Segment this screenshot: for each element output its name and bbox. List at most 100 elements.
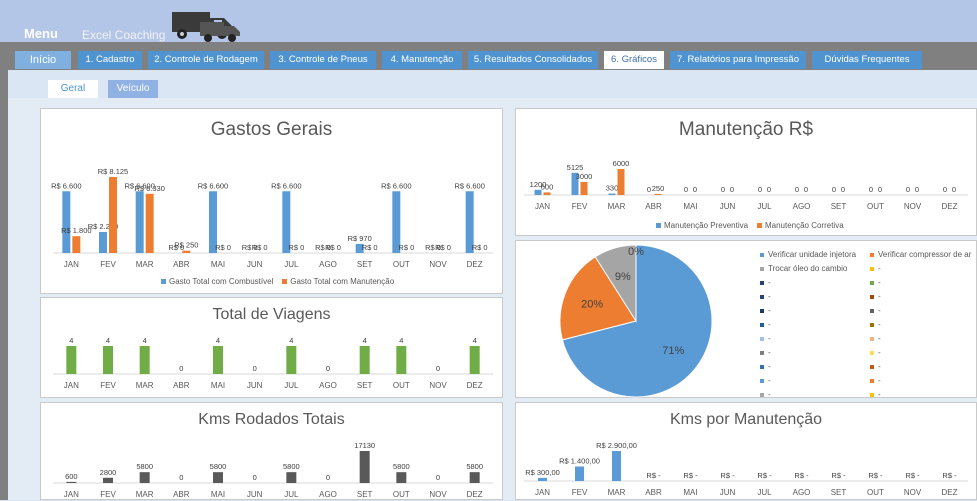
bar: [580, 182, 588, 195]
bar: [654, 193, 662, 195]
panel-kms-rodados: Kms Rodados Totais JAN 600 FEV 2800 MAR 5800 A…: [40, 402, 503, 500]
tab-relatorios-impressao[interactable]: 7. Relatórios para Impressão: [670, 51, 806, 69]
data-label: 5800: [210, 462, 227, 471]
chart-title-kms-rodados: Kms Rodados Totais: [198, 411, 345, 428]
pie-legend-swatch: [760, 252, 764, 257]
data-label: 0: [436, 473, 440, 482]
data-label: 0: [832, 185, 836, 194]
subtab-geral[interactable]: Geral: [48, 80, 98, 98]
tab-inicio[interactable]: Início: [15, 51, 71, 69]
pie-legend-item: -: [760, 306, 771, 316]
menu-label[interactable]: Menu: [24, 26, 58, 41]
tab-duvidas-frequentes[interactable]: Dúvidas Frequentes: [812, 51, 922, 69]
data-label: R$ -: [942, 471, 957, 480]
data-label: 0: [721, 185, 725, 194]
data-label: R$ 0: [435, 243, 451, 252]
data-label: 4: [399, 336, 403, 345]
x-tick-label: JUL: [757, 202, 772, 211]
tab-graficos[interactable]: 6. Gráficos: [604, 51, 664, 69]
pie-legend-label: -: [768, 306, 771, 315]
data-label: R$ -: [683, 471, 698, 480]
x-tick-label: NOV: [429, 490, 447, 499]
data-label: 0: [915, 185, 919, 194]
pie-legend-item: -: [760, 278, 771, 288]
x-tick-label: JAN: [64, 381, 79, 390]
panel-total-viagens: Total de Viagens JAN 4 FEV 4 MAR 4 ABR 0 MAI 4 JUN…: [40, 297, 503, 398]
data-label: R$ 970: [348, 234, 372, 243]
data-label: 4: [473, 336, 477, 345]
x-tick-label: JAN: [535, 202, 550, 211]
bar: [145, 193, 154, 253]
pie-legend-item: Verificar compressor de ar: [870, 250, 971, 260]
tab-cadastro[interactable]: 1. Cadastro: [78, 51, 142, 69]
tab-controle-pneus[interactable]: 3. Controle de Pneus: [270, 51, 376, 69]
pie-slice: [561, 244, 713, 398]
tab-manutencao[interactable]: 4. Manutenção: [382, 51, 462, 69]
x-tick-label: JUN: [720, 202, 736, 211]
legend-item-preventiva: Manutenção Preventiva: [664, 221, 749, 230]
chart-gastos-gerais: JAN R$ 6.600 R$ 1.800 FEV R$ 2.250 R$ 8.125 MA…: [51, 167, 493, 269]
bar: [571, 172, 579, 195]
data-label: 0: [326, 364, 330, 373]
bar: [286, 472, 297, 483]
data-label: 5125: [567, 163, 584, 172]
bar: [608, 193, 616, 195]
pie-legend-label: -: [878, 320, 881, 329]
data-label: 0: [906, 185, 910, 194]
data-label: R$ -: [868, 471, 883, 480]
bar: [109, 177, 117, 253]
legend-item-manutencao: Gasto Total com Manutenção: [290, 277, 395, 286]
pie-legend-item: -: [760, 376, 771, 386]
pie-legend-item: Verificar unidade injetora: [760, 250, 856, 260]
x-tick-label: MAR: [608, 202, 626, 211]
x-tick-label: ABR: [645, 488, 662, 497]
x-tick-label: OUT: [393, 260, 410, 269]
data-label: 0: [767, 185, 771, 194]
x-tick-label: MAR: [136, 381, 154, 390]
data-label: R$ 6.600: [198, 181, 228, 190]
bar: [469, 472, 480, 483]
x-tick-label: JAN: [64, 490, 79, 499]
chart-total-viagens: JAN 4 FEV 4 MAR 4 ABR 0 MAI 4 JUN 0 JUL 4 AGO 0 SET 4 OUT 4…: [53, 336, 493, 390]
data-label: R$ 6.600: [51, 181, 81, 190]
x-tick-label: JUN: [247, 381, 263, 390]
panel-pie-manutencoes: 71% 20% 9% 0%: [515, 240, 977, 398]
pie-legend-item: Trocar óleo do cambio: [760, 264, 847, 274]
pie-legend-swatch: [870, 392, 874, 397]
panel-manutencao-rs: Manutenção R$ JAN 1200 600 FEV 5125 3000 MAR 33…: [515, 108, 977, 236]
x-tick-label: DEZ: [467, 381, 483, 390]
chart-title-manutencao-rs: Manutenção R$: [678, 119, 814, 140]
x-tick-label: NOV: [429, 260, 447, 269]
tab-controle-rodagem[interactable]: 2. Controle de Rodagem: [148, 51, 264, 69]
legend-item-combustivel: Gasto Total com Combustível: [169, 277, 274, 286]
bar: [538, 477, 547, 481]
sub-tab-bar: Geral Veículo: [8, 70, 977, 98]
data-label: 0: [943, 185, 947, 194]
pie-data-label: 71%: [662, 345, 684, 357]
pie-legend-item: -: [870, 320, 881, 330]
data-label: R$ 0: [325, 243, 341, 252]
x-tick-label: JUL: [284, 260, 299, 269]
x-tick-label: FEV: [100, 260, 116, 269]
pie-legend-label: -: [878, 348, 881, 357]
pie-legend-swatch: [870, 336, 874, 341]
data-label: R$ 0: [315, 243, 331, 252]
x-tick-label: FEV: [572, 488, 588, 497]
bar: [543, 192, 551, 195]
pie-legend-item: -: [870, 348, 881, 358]
subtab-veiculo[interactable]: Veículo: [108, 80, 158, 98]
legend-swatch-preventiva: [656, 223, 661, 229]
pie-legend-item: -: [760, 292, 771, 302]
pie-legend-swatch: [870, 308, 874, 313]
pie-legend-item: -: [870, 306, 881, 316]
data-label: 0: [647, 185, 651, 194]
data-label: R$ -: [831, 471, 846, 480]
data-label: R$ 6.600: [124, 181, 154, 190]
data-label: 1200: [530, 180, 547, 189]
pie-legend-label: -: [768, 334, 771, 343]
pie-legend-swatch: [760, 266, 764, 271]
pie-data-label: 9%: [615, 271, 631, 283]
x-tick-label: ABR: [173, 490, 190, 499]
tab-resultados-consolidados[interactable]: 5. Resultados Consolidados: [468, 51, 598, 69]
x-tick-label: MAI: [683, 202, 697, 211]
